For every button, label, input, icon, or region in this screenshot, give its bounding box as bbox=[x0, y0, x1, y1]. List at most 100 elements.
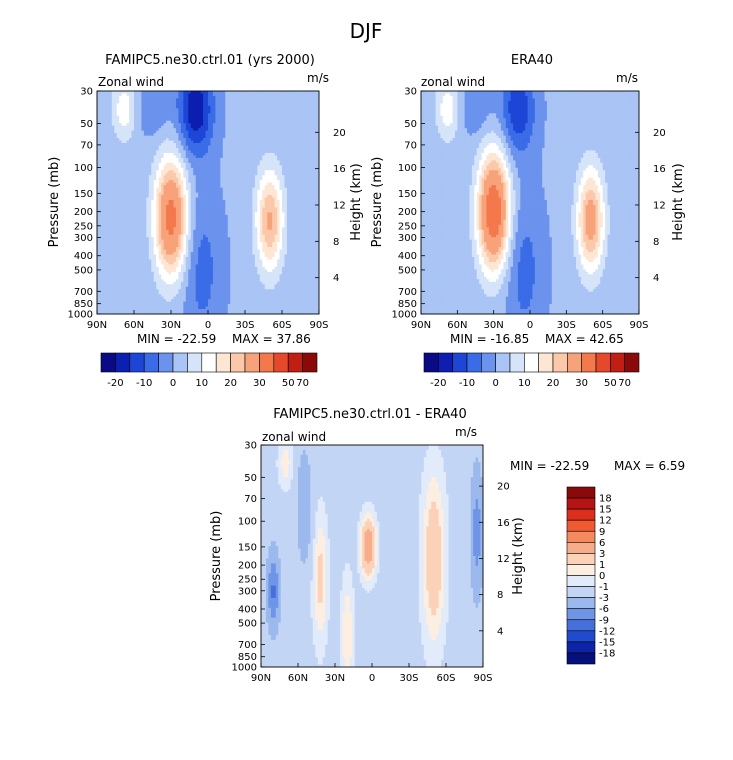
contour-cell bbox=[112, 193, 115, 196]
contour-cell bbox=[307, 136, 310, 139]
contour-cell bbox=[260, 111, 263, 114]
contour-cell bbox=[188, 148, 191, 151]
contour-cell bbox=[124, 150, 127, 153]
contour-cell bbox=[309, 160, 312, 163]
contour-cell bbox=[156, 215, 159, 218]
contour-cell bbox=[265, 111, 268, 114]
contour-cell bbox=[206, 217, 209, 220]
contour-cell bbox=[107, 136, 110, 139]
contour-cell bbox=[159, 163, 162, 166]
contour-cell bbox=[117, 160, 120, 163]
contour-cell bbox=[114, 146, 117, 149]
contour-cell bbox=[186, 133, 189, 136]
contour-cell bbox=[149, 138, 152, 141]
contour-cell bbox=[149, 188, 152, 191]
contour-cell bbox=[183, 98, 186, 101]
contour-cell bbox=[292, 118, 295, 121]
contour-cell bbox=[304, 103, 307, 106]
contour-cell bbox=[191, 203, 194, 206]
contour-cell bbox=[188, 146, 191, 149]
contour-cell bbox=[117, 175, 120, 178]
contour-cell bbox=[107, 133, 110, 136]
contour-cell bbox=[201, 148, 204, 151]
contour-cell bbox=[223, 103, 226, 106]
contour-cell bbox=[302, 185, 305, 188]
contour-cell bbox=[117, 131, 120, 134]
contour-cell bbox=[191, 193, 194, 196]
contour-cell bbox=[292, 163, 295, 166]
panel-model: FAMIPC5.ne30.ctrl.01 (yrs 2000) Zonal wi… bbox=[47, 53, 364, 346]
contour-cell bbox=[129, 210, 132, 213]
contour-cell bbox=[297, 212, 300, 215]
contour-cell bbox=[233, 141, 236, 144]
contour-cell bbox=[309, 183, 312, 186]
contour-cell bbox=[314, 180, 317, 183]
contour-cell bbox=[304, 207, 307, 210]
contour-cell bbox=[149, 200, 152, 203]
contour-cell bbox=[292, 138, 295, 141]
contour-cell bbox=[257, 225, 260, 228]
contour-cell bbox=[302, 158, 305, 161]
contour-cell bbox=[186, 173, 189, 176]
contour-cell bbox=[193, 198, 196, 201]
contour-cell bbox=[169, 128, 172, 131]
contour-cell bbox=[233, 150, 236, 153]
contour-cell bbox=[141, 220, 144, 223]
contour-cell bbox=[203, 106, 206, 109]
contour-cell bbox=[149, 146, 152, 149]
contour-cell bbox=[284, 222, 287, 225]
contour-cell bbox=[245, 141, 248, 144]
contour-cell bbox=[304, 220, 307, 223]
contour-cell bbox=[262, 212, 265, 215]
contour-cell bbox=[265, 207, 268, 210]
contour-cell bbox=[220, 195, 223, 198]
contour-cell bbox=[186, 227, 189, 230]
contour-cell bbox=[183, 173, 186, 176]
contour-cell bbox=[166, 150, 169, 153]
contour-cell bbox=[141, 205, 144, 208]
contour-cell bbox=[235, 222, 238, 225]
contour-cell bbox=[215, 121, 218, 124]
contour-cell bbox=[275, 106, 278, 109]
contour-cell bbox=[307, 113, 310, 116]
contour-cell bbox=[208, 173, 211, 176]
contour-cell bbox=[225, 217, 228, 220]
contour-cell bbox=[193, 111, 196, 114]
contour-cell bbox=[220, 175, 223, 178]
contour-cell bbox=[132, 212, 135, 215]
contour-cell bbox=[171, 212, 174, 215]
contour-cell bbox=[243, 116, 246, 119]
contour-cell bbox=[196, 163, 199, 166]
contour-cell bbox=[196, 143, 199, 146]
contour-cell bbox=[132, 227, 135, 230]
contour-cell bbox=[193, 227, 196, 230]
contour-cell bbox=[238, 222, 241, 225]
contour-cell bbox=[218, 108, 221, 111]
contour-cell bbox=[213, 116, 216, 119]
contour-cell bbox=[166, 96, 169, 99]
contour-cell bbox=[220, 146, 223, 149]
contour-cell bbox=[173, 113, 176, 116]
contour-cell bbox=[223, 170, 226, 173]
contour-cell bbox=[193, 185, 196, 188]
contour-cell bbox=[139, 225, 142, 228]
contour-cell bbox=[201, 153, 204, 156]
contour-cell bbox=[102, 183, 105, 186]
contour-cell bbox=[208, 138, 211, 141]
contour-cell bbox=[287, 98, 290, 101]
contour-cell bbox=[161, 165, 164, 168]
contour-cell bbox=[203, 126, 206, 129]
contour-cell bbox=[146, 128, 149, 131]
contour-cell bbox=[156, 160, 159, 163]
contour-cell bbox=[114, 207, 117, 210]
contour-cell bbox=[206, 153, 209, 156]
contour-cell bbox=[267, 193, 270, 196]
contour-cell bbox=[272, 185, 275, 188]
contour-cell bbox=[146, 198, 149, 201]
contour-cell bbox=[299, 133, 302, 136]
contour-cell bbox=[117, 128, 120, 131]
contour-cell bbox=[114, 116, 117, 119]
contour-cell bbox=[173, 131, 176, 134]
contour-cell bbox=[166, 220, 169, 223]
contour-cell bbox=[119, 123, 122, 126]
